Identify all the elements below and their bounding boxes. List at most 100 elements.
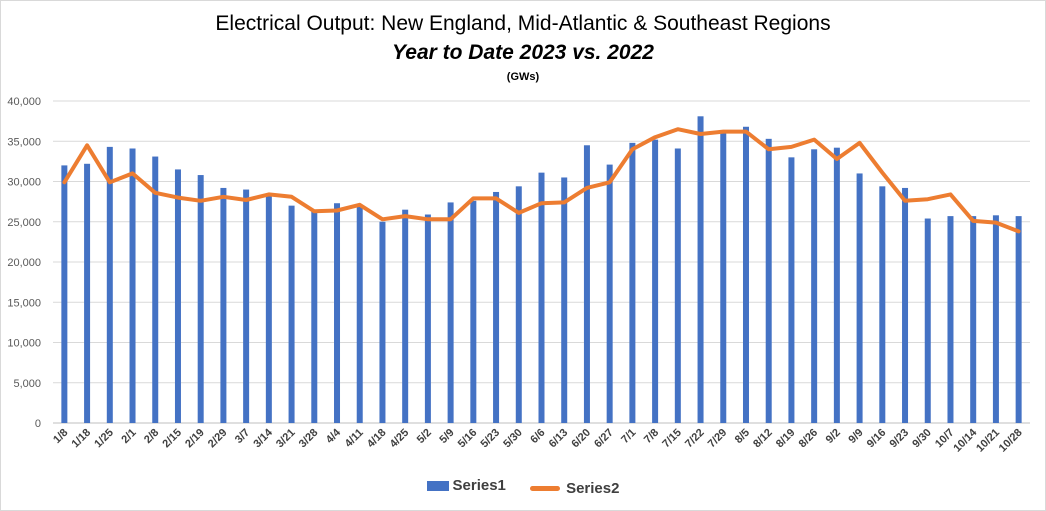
x-tick-label: 9/23 xyxy=(888,427,912,451)
x-tick-label: 6/6 xyxy=(528,427,547,446)
chart-legend: Series1 Series2 xyxy=(0,477,1046,497)
bar xyxy=(561,177,568,423)
x-tick-label: 3/14 xyxy=(251,426,275,450)
legend-swatch-series1 xyxy=(426,480,449,491)
x-tick-label: 1/8 xyxy=(51,427,70,446)
x-tick-label: 5/9 xyxy=(437,427,456,446)
bar xyxy=(288,205,295,423)
bar xyxy=(720,133,727,423)
bar xyxy=(742,126,749,423)
y-tick-label: 25,000 xyxy=(7,217,41,229)
x-tick-label: 8/26 xyxy=(797,427,821,451)
legend-label-series2: Series2 xyxy=(566,479,620,497)
x-tick-label: 7/1 xyxy=(619,427,638,446)
x-tick-label: 7/29 xyxy=(706,427,730,451)
bar xyxy=(197,175,204,423)
bar xyxy=(652,139,659,423)
bar xyxy=(788,157,795,423)
x-tick-label: 1/18 xyxy=(70,427,94,451)
bar xyxy=(538,172,545,423)
x-tick-label: 8/12 xyxy=(751,427,775,451)
bar xyxy=(243,189,250,423)
series-line xyxy=(62,127,1021,234)
x-tick-label: 3/21 xyxy=(274,427,298,451)
x-tick-label: 4/11 xyxy=(343,427,366,450)
x-tick-label: 9/16 xyxy=(865,427,889,451)
bar xyxy=(879,186,886,423)
x-tick-label: 1/25 xyxy=(92,427,116,451)
x-tick-label: 6/27 xyxy=(592,427,616,451)
y-tick-label: 35,000 xyxy=(7,136,41,148)
y-tick-label: 20,000 xyxy=(7,257,41,269)
x-tick-label: 5/30 xyxy=(501,427,525,451)
x-tick-label: 10/21 xyxy=(974,427,1002,455)
bar xyxy=(833,147,840,423)
x-tick-label: 9/30 xyxy=(910,427,934,451)
bar xyxy=(947,216,954,423)
x-tick-label: 3/7 xyxy=(233,427,252,446)
bar xyxy=(856,173,863,423)
x-tick-label: 2/15 xyxy=(160,427,184,451)
bar xyxy=(924,218,931,423)
bar xyxy=(220,187,227,423)
x-tick-label: 5/23 xyxy=(479,427,503,451)
x-tick-label: 6/13 xyxy=(547,427,571,451)
x-tick-label: 7/22 xyxy=(683,427,707,451)
bar xyxy=(493,191,500,423)
bar xyxy=(1015,216,1022,423)
chart-title: Electrical Output: New England, Mid-Atla… xyxy=(215,12,831,35)
bar xyxy=(992,215,999,423)
bar xyxy=(379,221,386,423)
x-tick-label: 5/2 xyxy=(415,427,434,446)
bar xyxy=(129,148,136,423)
bar xyxy=(811,149,818,424)
bar xyxy=(674,148,681,423)
bar xyxy=(174,169,181,423)
x-tick-label: 8/5 xyxy=(733,427,752,446)
bar xyxy=(265,195,272,423)
bar xyxy=(356,206,363,423)
x-tick-label: 4/25 xyxy=(388,427,412,451)
bar xyxy=(970,216,977,423)
x-tick-label: 5/16 xyxy=(456,427,480,451)
y-tick-label: 30,000 xyxy=(7,177,41,189)
bar xyxy=(470,200,477,423)
x-tick-label: 3/28 xyxy=(297,427,321,451)
x-tick-label: 2/8 xyxy=(142,427,161,446)
bar xyxy=(606,164,613,423)
x-tick-label: 2/19 xyxy=(183,427,207,451)
x-tick-label: 9/9 xyxy=(846,427,865,446)
x-tick-label: 6/20 xyxy=(569,427,593,451)
bar xyxy=(515,186,522,423)
x-tick-label: 2/1 xyxy=(119,427,138,446)
y-tick-label: 10,000 xyxy=(7,338,41,350)
x-tick-label: 8/19 xyxy=(774,427,798,451)
bar xyxy=(447,202,454,423)
bar xyxy=(61,165,68,423)
x-tick-label: 7/8 xyxy=(642,427,661,446)
x-tick-label: 2/29 xyxy=(206,427,230,451)
bar xyxy=(629,142,636,424)
bar xyxy=(697,116,704,424)
bar xyxy=(424,214,431,423)
x-tick-label: 10/28 xyxy=(997,427,1025,455)
bar xyxy=(402,209,409,423)
bar xyxy=(902,187,909,423)
y-tick-label: 0 xyxy=(35,418,41,430)
bar xyxy=(106,146,113,423)
x-tick-label: 7/15 xyxy=(660,427,684,451)
bar xyxy=(583,145,590,423)
bar xyxy=(334,203,341,423)
y-tick-label: 15,000 xyxy=(7,297,41,309)
legend-item-series2: Series2 xyxy=(530,480,619,497)
bar xyxy=(765,138,772,423)
x-tick-label: 4/4 xyxy=(324,426,344,446)
y-tick-label: 40,000 xyxy=(7,96,41,108)
legend-item-series1: Series1 xyxy=(426,477,506,494)
y-tick-label: 5,000 xyxy=(13,378,41,390)
chart-units-note: (GWs) xyxy=(506,71,540,83)
x-tick-label: 9/2 xyxy=(824,427,843,446)
bar xyxy=(84,163,91,424)
